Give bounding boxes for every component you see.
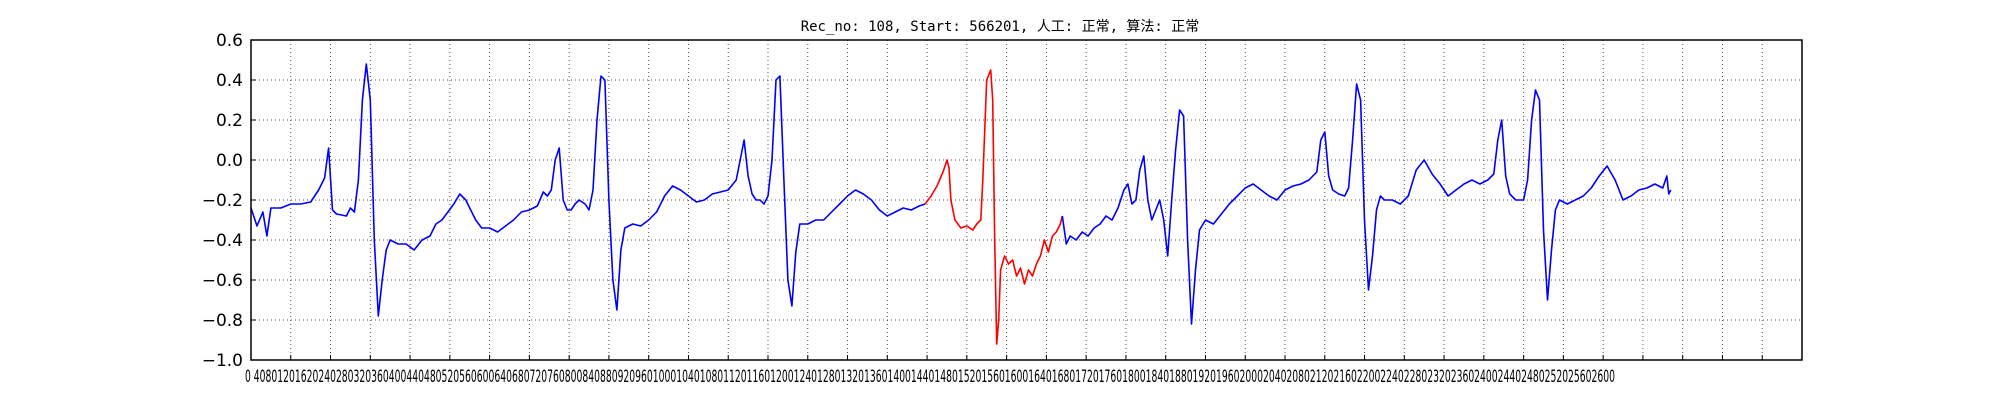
y-tick-label: −0.4 xyxy=(202,231,243,251)
ecg-segment-2 xyxy=(924,69,1064,345)
y-tick-label: 0.2 xyxy=(216,111,243,131)
y-tick-label: 0.6 xyxy=(216,31,243,51)
y-tick-label: 0.4 xyxy=(216,71,243,91)
y-tick-label: 0.0 xyxy=(216,151,243,171)
ecg-segment-1 xyxy=(250,63,926,317)
y-tick-label: −0.2 xyxy=(202,191,243,211)
y-tick-label: −1.0 xyxy=(202,351,243,371)
y-axis-ticks: 0.6 0.4 0.2 0.0 −0.2 −0.4 −0.6 −0.8 −1.0 xyxy=(202,31,243,371)
chart-title: Rec_no: 108, Start: 566201, 人工: 正常, 算法: … xyxy=(801,19,1200,35)
plot-area-frame xyxy=(250,39,1803,361)
y-tick-label: −0.6 xyxy=(202,271,243,291)
ecg-segment-3 xyxy=(1061,83,1672,325)
ecg-trace xyxy=(250,63,1672,345)
y-tick-label: −0.8 xyxy=(202,311,243,331)
x-axis-tick-labels: 0 40801201620240280320360400440480520560… xyxy=(245,367,1615,387)
